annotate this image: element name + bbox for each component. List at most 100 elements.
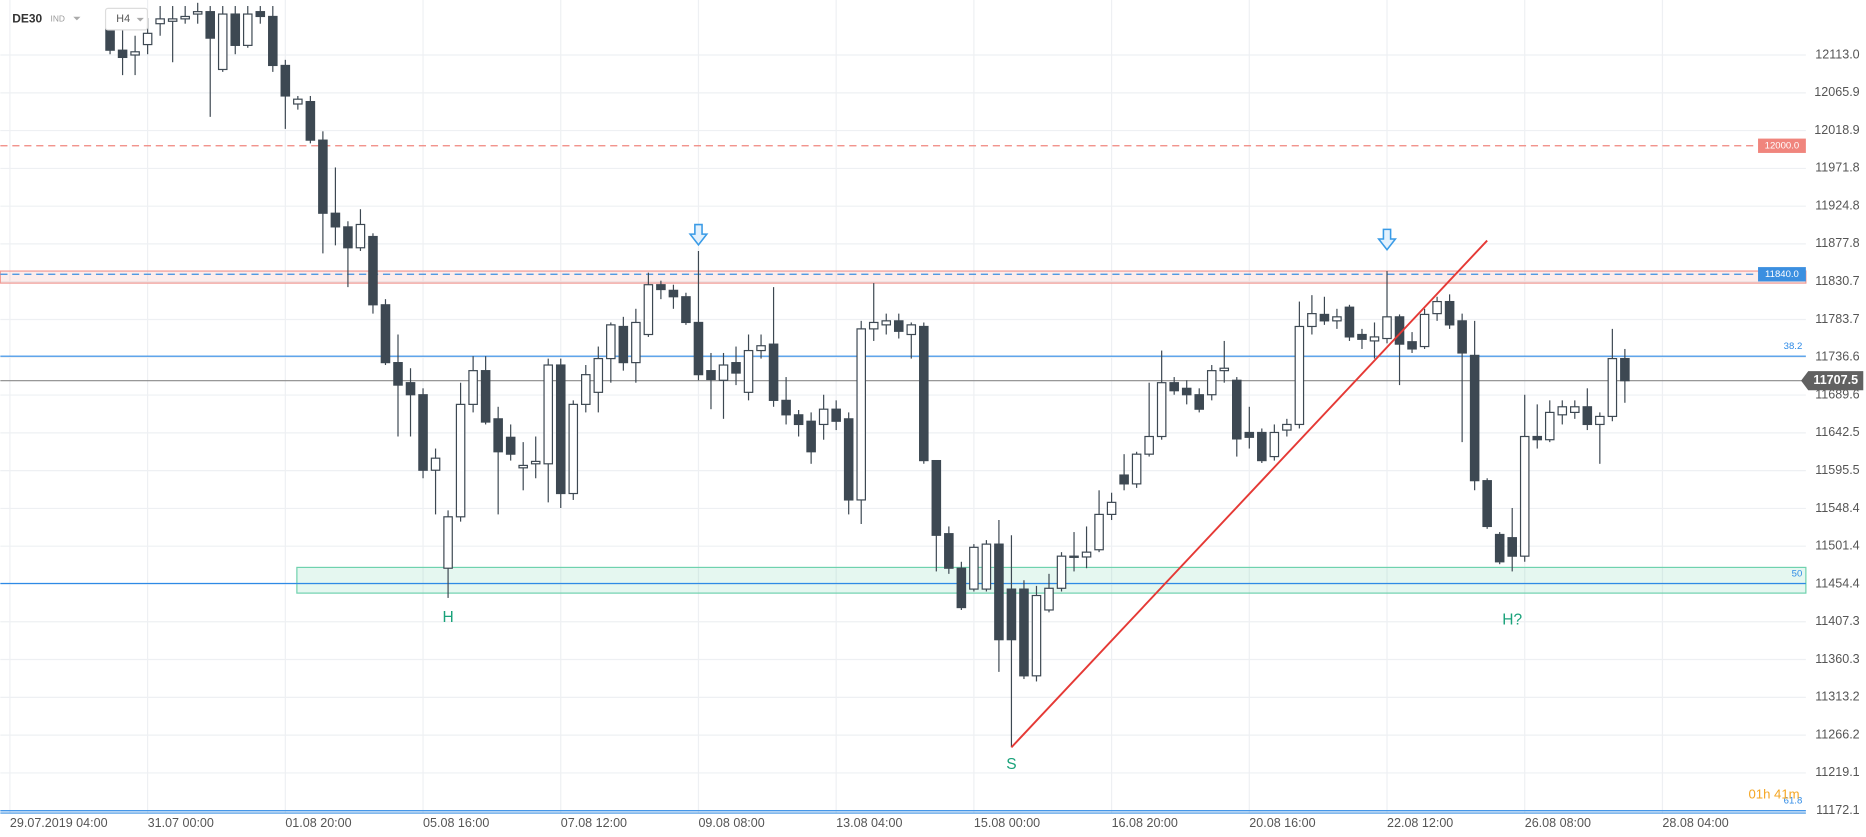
down-arrow — [688, 223, 709, 247]
candle-body — [919, 325, 929, 462]
candle-body — [1507, 537, 1517, 557]
candle-body — [1069, 555, 1079, 558]
price-line-label: 12000.0 — [1765, 140, 1800, 151]
price-line-badge — [1758, 138, 1806, 153]
candle-body — [343, 226, 353, 249]
x-tick-label: 09.08 08:00 — [698, 816, 764, 830]
price-line-badge — [1758, 267, 1806, 282]
y-tick-label: 11642.5 — [1815, 425, 1859, 439]
y-tick-label: 11266.2 — [1815, 727, 1859, 741]
candle-body — [1156, 382, 1167, 438]
candle-body — [1595, 415, 1605, 426]
y-tick-label: 11548.4 — [1815, 501, 1859, 515]
candle-body — [330, 212, 341, 228]
candle-body — [505, 436, 516, 455]
fib-label: 50 — [1792, 568, 1803, 579]
candle-body — [768, 343, 779, 401]
candle-body — [368, 235, 378, 306]
y-tick-label: 11830.7 — [1815, 274, 1859, 288]
candle-body — [1332, 316, 1342, 322]
y-tick-label: 11689.6 — [1815, 387, 1859, 401]
candle-body — [255, 11, 266, 18]
candle-body — [818, 408, 829, 426]
candle-body — [468, 370, 478, 405]
candle-body — [142, 32, 153, 46]
candle-body — [430, 457, 441, 471]
x-tick-label: 01.08 20:00 — [285, 816, 351, 830]
y-tick-label: 11219.1 — [1815, 765, 1859, 779]
axes: 12113.0 12065.9 12018.9 11971.8 11924.8 11877… — [0, 47, 1864, 830]
y-tick-label: 11407.3 — [1815, 614, 1859, 628]
candle-body — [581, 374, 591, 405]
candle-body — [806, 420, 816, 453]
overlays: 38.2 50 61.8 12000.0 11840.0 — [0, 138, 1807, 812]
candle-body — [1469, 354, 1480, 482]
candle-body — [555, 364, 566, 495]
candle-body — [568, 403, 579, 495]
candle-body — [981, 543, 992, 590]
candle-body — [1344, 306, 1355, 338]
candle-body — [1031, 594, 1042, 677]
x-tick-label: 15.08 00:00 — [974, 816, 1040, 830]
y-tick-label: 11360.3 — [1815, 652, 1859, 666]
candle-body — [380, 304, 391, 364]
candle-body — [1044, 587, 1054, 611]
candle-body — [1282, 423, 1292, 431]
candle-body — [1620, 357, 1630, 382]
candle-body — [318, 139, 328, 214]
candle-body — [205, 11, 215, 39]
candle-body — [1532, 435, 1543, 441]
candle-body — [1519, 435, 1530, 557]
x-tick-label: 05.08 16:00 — [423, 816, 489, 830]
dropdown-caret[interactable] — [73, 16, 81, 21]
candle-body — [756, 345, 766, 352]
candle-body — [455, 403, 466, 518]
pattern-label: H — [442, 609, 453, 626]
candle-body — [831, 408, 841, 422]
candle-body — [543, 364, 554, 465]
x-tick-label: 28.08 04:00 — [1662, 816, 1728, 830]
y-tick-label: 11454.4 — [1815, 576, 1859, 590]
candle-body — [668, 289, 679, 298]
candle-body — [643, 284, 654, 336]
candle-body — [1257, 431, 1267, 462]
pattern-label: S — [1006, 756, 1016, 773]
candle-body — [606, 324, 616, 360]
candle-body — [180, 15, 190, 20]
trendline — [1010, 239, 1488, 748]
candle-body — [1144, 435, 1154, 455]
candle-body — [906, 324, 917, 336]
price-line-label: 11840.0 — [1765, 269, 1799, 280]
candle-body — [242, 13, 253, 46]
candle-body — [969, 546, 979, 590]
down-arrow — [1377, 228, 1397, 251]
annotations-layer: H S H? — [442, 223, 1522, 773]
candle-body — [192, 11, 203, 15]
candle-body — [1319, 313, 1330, 322]
candle-body — [480, 370, 491, 423]
x-tick-label: 13.08 04:00 — [836, 816, 902, 830]
timeframe-selector[interactable] — [104, 7, 149, 31]
candle-body — [706, 370, 716, 381]
y-tick-label: 11736.6 — [1815, 350, 1859, 364]
y-tick-label: 11877.8 — [1815, 236, 1859, 250]
x-tick-label: 16.08 20:00 — [1112, 816, 1178, 830]
candle-body — [781, 399, 791, 416]
candle-body — [1081, 551, 1092, 558]
x-tick-label: 07.08 12:00 — [561, 816, 627, 830]
x-tick-label: 29.07.2019 04:00 — [10, 816, 108, 830]
candle-body — [130, 51, 140, 56]
x-tick-label: 22.08 12:00 — [1387, 816, 1453, 830]
candle-body — [618, 325, 629, 364]
candle-body — [1019, 588, 1029, 677]
y-tick-label: 11783.7 — [1815, 312, 1859, 326]
candle-body — [1419, 313, 1430, 348]
candle-body — [1407, 341, 1417, 350]
y-tick-label: 11501.4 — [1815, 539, 1859, 553]
candle-body — [1382, 316, 1392, 340]
candle-body — [405, 382, 416, 396]
candle-body — [693, 321, 704, 376]
candles — [105, 2, 1630, 748]
last-price-badge — [1801, 371, 1864, 391]
